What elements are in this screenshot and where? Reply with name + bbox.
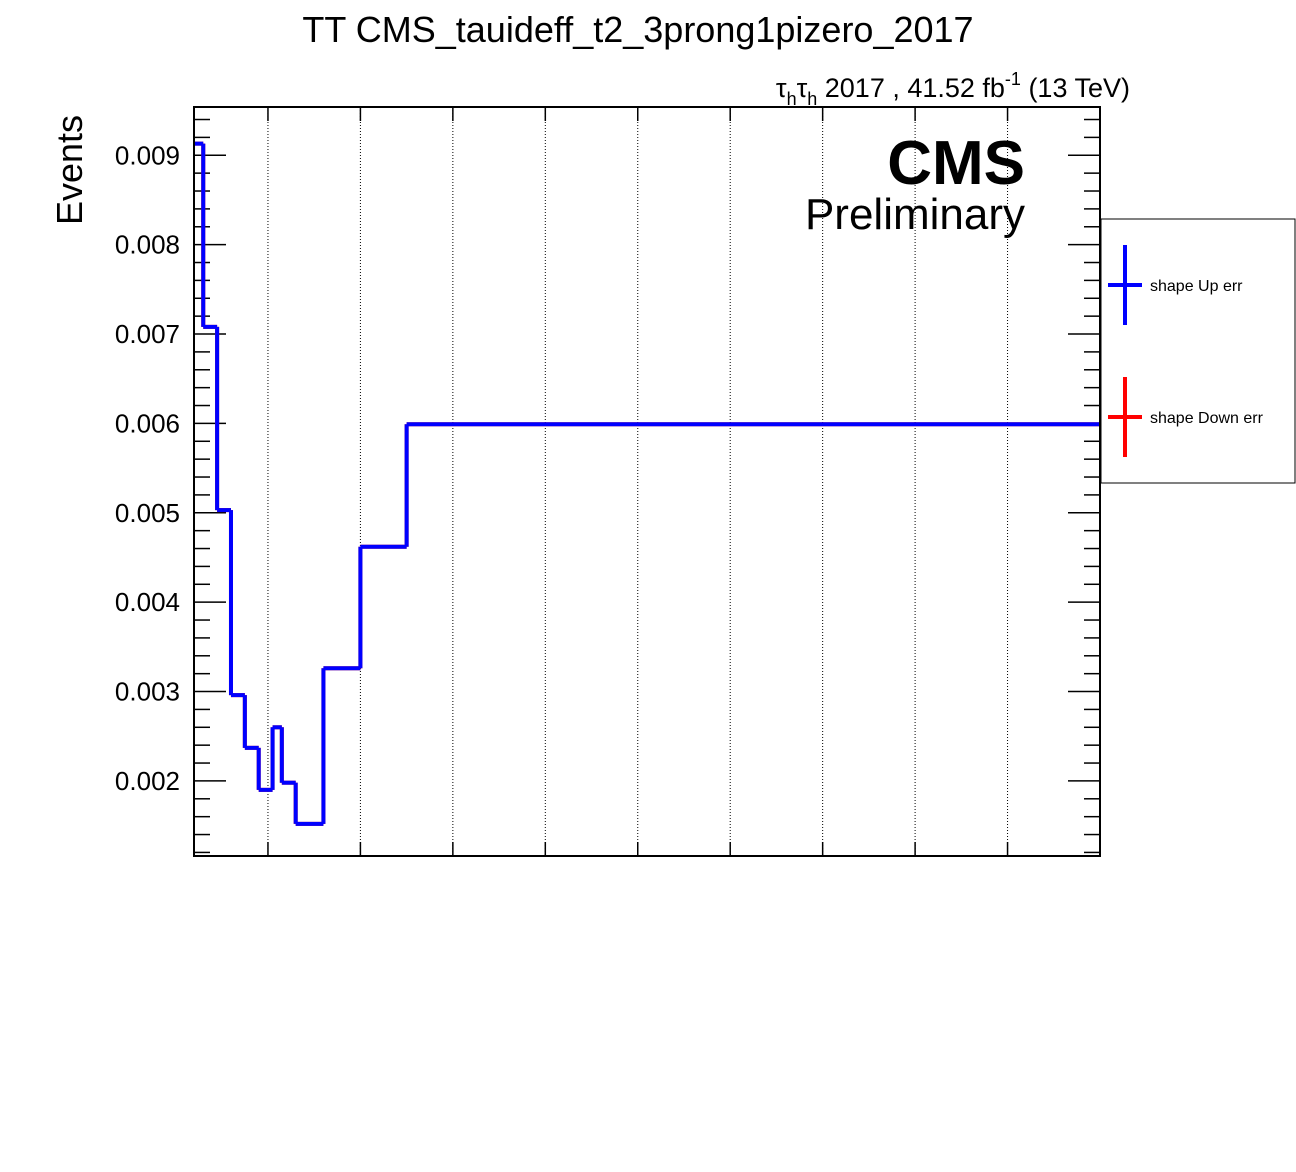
cms-label: CMS bbox=[887, 129, 1025, 198]
y-tick-label: 0.008 bbox=[115, 230, 180, 260]
y-tick-label: 0.003 bbox=[115, 677, 180, 707]
lumi-part: τ bbox=[776, 73, 787, 103]
legend-label: shape Up err bbox=[1150, 278, 1243, 295]
lumi-part: (13 TeV) bbox=[1021, 73, 1130, 103]
lumi-part: 2017 , 41.52 fb bbox=[817, 73, 1005, 103]
chart-title: TT CMS_tauideff_t2_3prong1pizero_2017 bbox=[302, 9, 973, 50]
legend-label: shape Down err bbox=[1150, 410, 1264, 427]
lumi-part: h bbox=[807, 89, 817, 109]
lumi-part: h bbox=[787, 89, 797, 109]
y-tick-label: 0.002 bbox=[115, 766, 180, 796]
legend-box bbox=[1100, 218, 1296, 484]
y-tick-label: 0.007 bbox=[115, 319, 180, 349]
lumi-label: τhτh 2017 , 41.52 fb-1 (13 TeV) bbox=[776, 69, 1130, 109]
y-tick-label: 0.006 bbox=[115, 408, 180, 438]
plot-frame bbox=[193, 106, 1101, 857]
lumi-part: τ bbox=[797, 73, 808, 103]
y-tick-label: 0.009 bbox=[115, 140, 180, 170]
y-axis-label: Events bbox=[49, 115, 90, 225]
y-tick-label: 0.005 bbox=[115, 498, 180, 528]
y-tick-label: 0.004 bbox=[115, 587, 180, 617]
lumi-part: -1 bbox=[1005, 69, 1021, 89]
